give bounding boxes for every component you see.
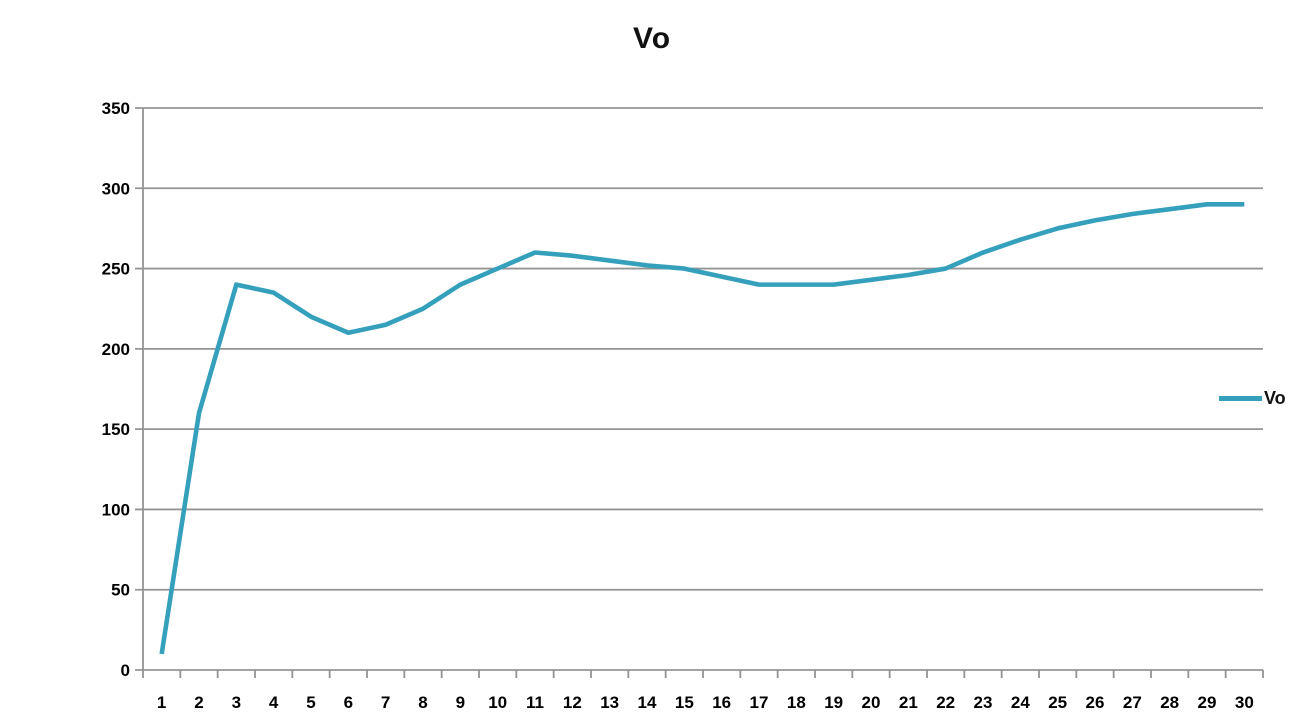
x-axis-label-5: 5 [306, 693, 315, 712]
x-axis-label-26: 26 [1086, 693, 1105, 712]
x-axis-label-19: 19 [824, 693, 843, 712]
x-axis-label-29: 29 [1198, 693, 1217, 712]
y-axis-label-200: 200 [102, 340, 130, 359]
x-axis-label-27: 27 [1123, 693, 1142, 712]
x-axis-label-30: 30 [1235, 693, 1254, 712]
y-axis-label-100: 100 [102, 500, 130, 519]
y-axis-label-50: 50 [111, 581, 130, 600]
x-axis-label-17: 17 [750, 693, 769, 712]
x-axis-label-4: 4 [269, 693, 279, 712]
x-axis-label-1: 1 [157, 693, 166, 712]
x-axis-label-23: 23 [974, 693, 993, 712]
x-axis-label-7: 7 [381, 693, 390, 712]
x-axis-label-9: 9 [456, 693, 465, 712]
y-axis-label-300: 300 [102, 179, 130, 198]
x-axis-label-16: 16 [712, 693, 731, 712]
x-axis-label-20: 20 [862, 693, 881, 712]
legend-line-swatch-vo [1219, 395, 1262, 401]
y-axis-label-250: 250 [102, 260, 130, 279]
x-axis-label-6: 6 [344, 693, 353, 712]
x-axis-label-14: 14 [638, 693, 657, 712]
y-axis-label-0: 0 [121, 661, 130, 680]
legend-label-vo: Vo [1264, 388, 1286, 408]
x-axis-label-3: 3 [232, 693, 241, 712]
x-axis-label-25: 25 [1048, 693, 1067, 712]
x-axis-label-22: 22 [936, 693, 955, 712]
x-axis-label-21: 21 [899, 693, 918, 712]
chart-title: Vo [632, 22, 672, 55]
x-axis-label-28: 28 [1160, 693, 1179, 712]
x-axis-label-12: 12 [563, 693, 582, 712]
legend: Vo [1219, 387, 1286, 409]
x-axis-label-13: 13 [600, 693, 619, 712]
x-axis-label-8: 8 [418, 693, 427, 712]
x-axis-label-2: 2 [194, 693, 203, 712]
series-line-vo [159, 202, 1245, 655]
x-axis-label-18: 18 [787, 693, 806, 712]
x-axis-label-10: 10 [488, 693, 507, 712]
x-axis-label-15: 15 [675, 693, 694, 712]
y-axis-label-350: 350 [102, 99, 130, 118]
y-axis-label-150: 150 [102, 420, 130, 439]
x-axis-label-24: 24 [1011, 693, 1030, 712]
x-axis-label-11: 11 [526, 693, 544, 712]
